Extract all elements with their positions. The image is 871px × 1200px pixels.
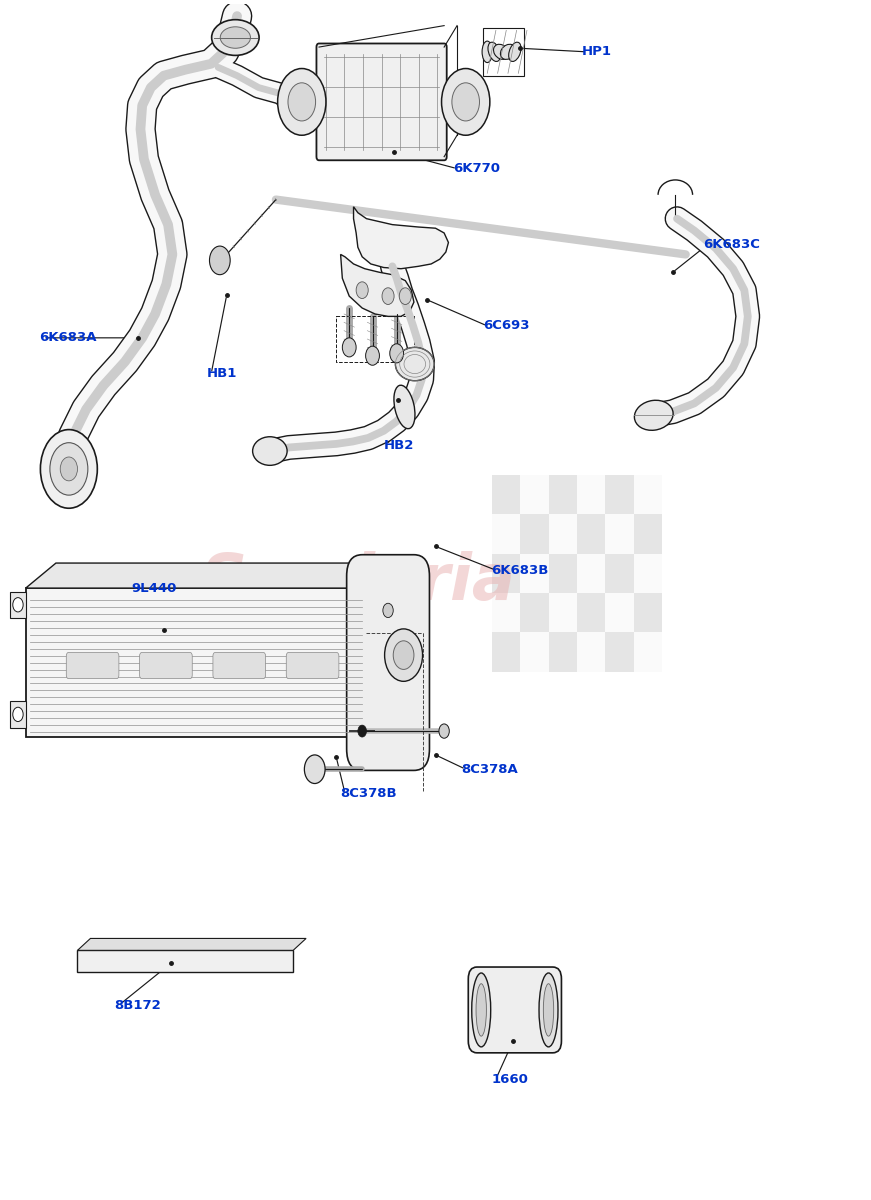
Bar: [634, 553, 662, 593]
FancyBboxPatch shape: [287, 653, 339, 679]
Bar: [483, 28, 524, 76]
Text: 9L440: 9L440: [132, 582, 177, 594]
Text: 6K683A: 6K683A: [38, 331, 96, 344]
Circle shape: [278, 68, 326, 136]
Circle shape: [439, 724, 449, 738]
Bar: [491, 553, 520, 593]
Bar: [520, 514, 549, 553]
Text: HB1: HB1: [207, 367, 237, 380]
Circle shape: [383, 604, 393, 618]
Text: 6K683C: 6K683C: [703, 239, 760, 251]
Ellipse shape: [253, 437, 287, 466]
Text: 8B172: 8B172: [115, 998, 161, 1012]
Text: 8C378B: 8C378B: [341, 786, 397, 799]
Ellipse shape: [472, 973, 490, 1046]
Bar: [577, 553, 605, 593]
Bar: [577, 593, 605, 632]
Bar: [549, 553, 577, 593]
Text: Scuderia: Scuderia: [200, 551, 516, 613]
Bar: [10, 592, 26, 618]
Circle shape: [304, 755, 325, 784]
Circle shape: [442, 68, 490, 136]
FancyBboxPatch shape: [213, 653, 266, 679]
Circle shape: [385, 629, 422, 682]
Ellipse shape: [539, 973, 558, 1046]
Bar: [634, 475, 662, 514]
Bar: [634, 593, 662, 632]
Circle shape: [366, 346, 380, 365]
Text: HB2: HB2: [384, 438, 414, 451]
Circle shape: [60, 457, 78, 481]
Bar: [549, 514, 577, 553]
Circle shape: [40, 430, 98, 509]
Polygon shape: [26, 563, 396, 588]
Text: HP1: HP1: [582, 46, 612, 59]
Bar: [491, 475, 520, 514]
Bar: [577, 632, 605, 672]
Polygon shape: [341, 254, 414, 317]
FancyBboxPatch shape: [139, 653, 192, 679]
Bar: [605, 593, 634, 632]
Ellipse shape: [501, 44, 516, 59]
Bar: [520, 593, 549, 632]
Bar: [520, 632, 549, 672]
FancyBboxPatch shape: [347, 554, 429, 770]
Bar: [520, 553, 549, 593]
Ellipse shape: [488, 42, 500, 61]
Bar: [605, 553, 634, 593]
Ellipse shape: [476, 984, 486, 1036]
Text: 6K683B: 6K683B: [491, 564, 549, 577]
Circle shape: [382, 288, 394, 305]
Bar: [549, 475, 577, 514]
Circle shape: [288, 83, 315, 121]
Text: p a r t s: p a r t s: [288, 641, 428, 674]
Ellipse shape: [494, 44, 509, 59]
Circle shape: [13, 598, 24, 612]
Text: 6K770: 6K770: [453, 162, 500, 175]
Text: 1660: 1660: [491, 1073, 529, 1086]
Ellipse shape: [395, 347, 435, 380]
Ellipse shape: [394, 385, 415, 428]
Circle shape: [358, 725, 367, 737]
FancyBboxPatch shape: [469, 967, 562, 1052]
FancyBboxPatch shape: [66, 653, 119, 679]
Circle shape: [390, 343, 403, 362]
Circle shape: [452, 83, 480, 121]
Bar: [577, 475, 605, 514]
Circle shape: [13, 707, 24, 721]
Bar: [605, 632, 634, 672]
Circle shape: [342, 338, 356, 356]
Polygon shape: [367, 563, 396, 737]
Bar: [549, 593, 577, 632]
Ellipse shape: [544, 984, 554, 1036]
Polygon shape: [354, 206, 449, 269]
Circle shape: [210, 246, 230, 275]
Polygon shape: [78, 938, 306, 950]
Bar: [634, 632, 662, 672]
Bar: [605, 514, 634, 553]
Bar: [10, 701, 26, 727]
Text: 6C693: 6C693: [483, 319, 530, 332]
Bar: [491, 593, 520, 632]
Bar: [605, 475, 634, 514]
Bar: [78, 950, 294, 972]
Text: 8C378A: 8C378A: [462, 763, 518, 775]
Bar: [491, 632, 520, 672]
Bar: [634, 514, 662, 553]
FancyBboxPatch shape: [316, 43, 447, 161]
Ellipse shape: [212, 19, 259, 55]
Bar: [520, 475, 549, 514]
Circle shape: [50, 443, 88, 496]
Bar: [549, 632, 577, 672]
Bar: [491, 514, 520, 553]
Circle shape: [393, 641, 414, 670]
Ellipse shape: [634, 401, 673, 431]
Circle shape: [399, 288, 411, 305]
Bar: [26, 588, 367, 737]
Ellipse shape: [482, 41, 492, 62]
Bar: [577, 514, 605, 553]
Circle shape: [356, 282, 368, 299]
Ellipse shape: [220, 26, 251, 48]
Ellipse shape: [509, 42, 521, 61]
